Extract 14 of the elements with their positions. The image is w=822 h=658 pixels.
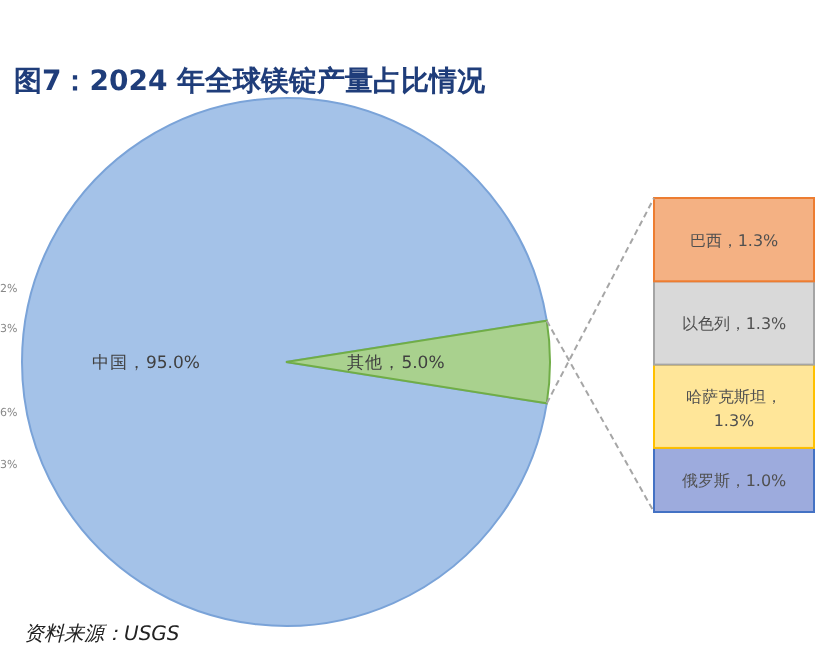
bar — [653, 197, 815, 283]
data-label: 俄罗斯，1.0% — [681, 471, 788, 490]
data-label: 以色列，1.3% — [681, 314, 788, 333]
bar — [653, 446, 815, 513]
slice-label: 其他，5.0% — [347, 352, 445, 374]
text: 资料来源：USGS — [24, 622, 181, 646]
chart-title: 图7：2024 年全球镁锭产量占比情况 — [14, 64, 488, 98]
data-label: 巴西，1.3% — [689, 231, 780, 250]
pie-slice — [21, 97, 548, 627]
slice-label: 中国，95.0% — [91, 352, 201, 374]
bar — [653, 363, 815, 449]
data-label: 哈萨克斯坦，1.3% — [686, 388, 782, 431]
pie-slice — [285, 319, 551, 405]
bar — [653, 280, 815, 366]
